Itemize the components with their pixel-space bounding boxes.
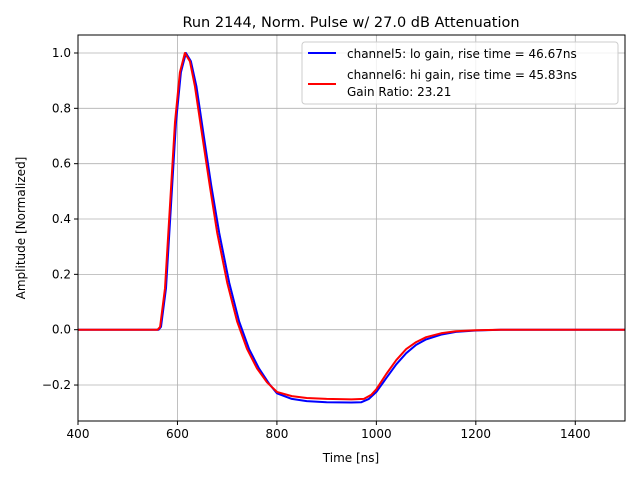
y-tick-label: −0.2: [42, 378, 71, 392]
series-line-channel6: [78, 52, 625, 401]
x-tick-label: 1000: [361, 427, 392, 441]
y-tick-label: 0.2: [52, 267, 71, 281]
series-line-channel5: [78, 52, 625, 404]
y-tick-label: 0.0: [52, 323, 71, 337]
legend-box: [301, 41, 619, 105]
legend: channel5: lo gain, rise time = 46.67ns c…: [301, 41, 619, 105]
y-tick-label: 0.6: [52, 157, 71, 171]
x-ticks: 400 600 800 1000 1200 1400: [67, 421, 591, 441]
y-ticks: −0.2 0.0 0.2 0.4 0.6 0.8 1.0: [42, 46, 78, 392]
legend-label-channel6: channel6: hi gain, rise time = 45.83ns: [347, 68, 577, 82]
legend-label-channel5: channel5: lo gain, rise time = 46.67ns: [347, 47, 577, 61]
chart-title: Run 2144, Norm. Pulse w/ 27.0 dB Attenua…: [182, 15, 519, 31]
x-tick-label: 600: [166, 427, 189, 441]
x-axis-label: Time [ns]: [322, 451, 379, 465]
axes-frame: [77, 34, 626, 422]
y-axis-label: Amplitude [Normalized]: [14, 157, 28, 300]
x-tick-label: 800: [265, 427, 288, 441]
x-tick-label: 400: [67, 427, 90, 441]
y-tick-label: 1.0: [52, 46, 71, 60]
legend-gain-ratio: Gain Ratio: 23.21: [347, 85, 451, 99]
y-tick-label: 0.8: [52, 101, 71, 115]
plot-area: [78, 52, 625, 404]
x-tick-label: 1400: [560, 427, 591, 441]
x-tick-label: 1200: [461, 427, 492, 441]
y-tick-label: 0.4: [52, 212, 71, 226]
